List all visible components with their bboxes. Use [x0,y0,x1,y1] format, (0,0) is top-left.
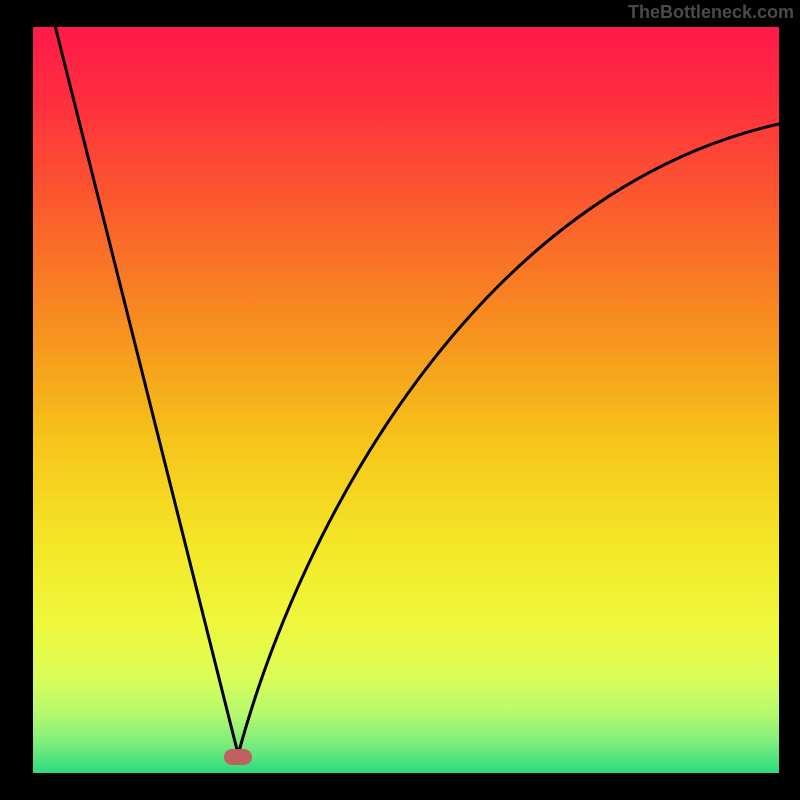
gradient-background [33,27,779,773]
vertex-marker [224,749,252,765]
watermark-text: TheBottleneck.com [628,2,794,23]
chart-container: TheBottleneck.com [0,0,800,800]
plot-area [33,27,779,773]
